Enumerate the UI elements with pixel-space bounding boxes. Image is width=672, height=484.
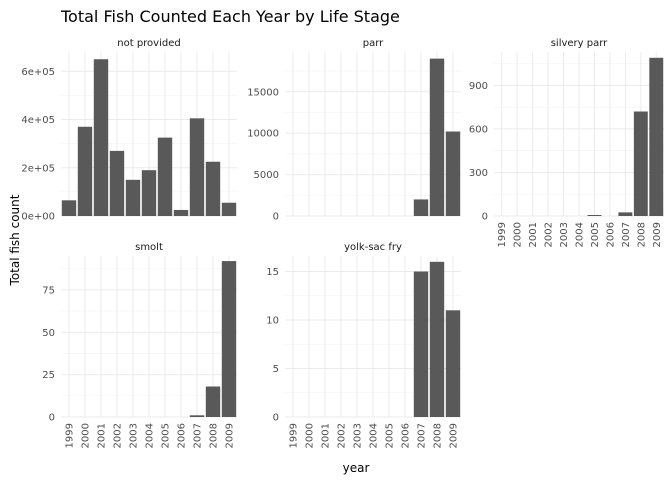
x-tick-label: 1999 (289, 423, 300, 448)
y-tick-label: 300 (469, 168, 488, 179)
x-tick-label: 2005 (385, 423, 396, 448)
x-tick-label: 1999 (497, 222, 508, 247)
x-tick-label: 2004 (145, 423, 156, 448)
x-tick-label: 2002 (337, 423, 348, 448)
facet-label-silvery-parr: silvery parr (551, 38, 608, 49)
bar-smolt-2007 (189, 415, 205, 417)
bar-yolk-sac-fry-2009 (445, 310, 461, 417)
x-tick-label: 2001 (321, 423, 332, 448)
facet-panels: not provided0e+002e+054e+056e+05parr0500… (21, 38, 664, 448)
x-tick-label: 2009 (225, 423, 236, 448)
x-tick-label: 2006 (177, 423, 188, 448)
x-tick-label: 1999 (65, 423, 76, 448)
y-tick-label: 10 (266, 316, 279, 327)
bar-parr-2007 (413, 199, 429, 216)
bar-silvery-parr-2008 (633, 111, 648, 216)
y-tick-label: 15 (266, 267, 279, 278)
y-tick-label: 50 (42, 328, 55, 339)
y-tick-label: 5000 (254, 170, 279, 181)
x-tick-label: 2007 (621, 222, 632, 247)
panel-smolt: smolt 0 25 50 75 1999 2000 2001 2002 2003 2004 2005… (42, 242, 237, 448)
bar-smolt-2009 (221, 261, 237, 417)
x-tick-label: 2003 (353, 423, 364, 448)
bar-not-provided-2004 (141, 170, 157, 216)
y-tick-label: 10000 (247, 129, 279, 140)
facet-label-smolt: smolt (135, 242, 163, 253)
x-tick-label: 2003 (559, 222, 570, 247)
bar-parr-2008 (429, 58, 445, 216)
x-tick-label: 2007 (417, 423, 428, 448)
x-tick-label: 2008 (209, 423, 220, 448)
x-tick-label: 2006 (605, 222, 616, 247)
bar-parr-2009 (445, 131, 461, 216)
y-tick-label: 4e+05 (21, 115, 55, 126)
bar-silvery-parr-2007 (618, 212, 633, 216)
y-tick-label: 5 (273, 364, 279, 375)
y-tick-label: 0e+00 (21, 212, 55, 223)
y-tick-label: 6e+05 (21, 67, 55, 78)
bar-not-provided-2000 (77, 126, 93, 216)
panel-silvery-parr: silvery parr 0 300 600 900 1999 2000 2001 2002 20… (469, 38, 664, 247)
x-tick-label: 2001 (97, 423, 108, 448)
y-tick-label: 600 (469, 124, 488, 135)
x-tick-label: 2002 (544, 222, 555, 247)
bar-yolk-sac-fry-2007 (413, 271, 429, 417)
bar-silvery-parr-2009 (649, 57, 664, 216)
bar-silvery-parr-2005 (587, 215, 602, 216)
y-tick-label: 0 (273, 413, 279, 424)
y-tick-label: 25 (42, 370, 55, 381)
x-tick-label: 2003 (129, 423, 140, 448)
panel-not-provided: not provided 0e+00 2e+05 4e+05 6e+05 (21, 38, 237, 223)
x-tick-label: 2009 (652, 222, 663, 247)
x-tick-label: 2008 (636, 222, 647, 247)
x-tick-label: 2000 (81, 423, 92, 448)
y-tick-label: 0 (49, 413, 55, 424)
x-tick-label: 2009 (449, 423, 460, 448)
bar-not-provided-2008 (205, 161, 221, 216)
facet-label-not-provided: not provided (117, 38, 180, 49)
y-tick-label: 75 (42, 285, 55, 296)
bar-not-provided-2007 (189, 118, 205, 216)
bar-yolk-sac-fry-2008 (429, 261, 445, 417)
y-tick-label: 0 (273, 212, 279, 223)
bar-not-provided-2009 (221, 202, 237, 216)
x-tick-label: 2005 (161, 423, 172, 448)
x-tick-label: 2001 (528, 222, 539, 247)
x-tick-label: 2006 (401, 423, 412, 448)
y-tick-label: 900 (469, 81, 488, 92)
x-tick-label: 2005 (590, 222, 601, 247)
y-tick-label: 15000 (247, 87, 279, 98)
panel-parr: parr 0 5000 10000 15000 (247, 38, 461, 223)
y-tick-label: 2e+05 (21, 163, 55, 174)
y-axis-label: Total fish count (8, 194, 22, 286)
x-tick-label: 2008 (433, 423, 444, 448)
x-tick-label: 2000 (305, 423, 316, 448)
x-tick-label: 2004 (575, 222, 586, 247)
x-tick-label: 2007 (193, 423, 204, 448)
x-tick-label: 2004 (369, 423, 380, 448)
bar-smolt-2008 (205, 386, 221, 417)
facet-label-yolk-sac-fry: yolk-sac fry (344, 242, 402, 253)
bar-not-provided-2002 (109, 150, 125, 216)
chart-title: Total Fish Counted Each Year by Life Sta… (60, 7, 400, 26)
bar-not-provided-2005 (157, 137, 173, 216)
y-tick-label: 0 (482, 212, 488, 223)
panel-yolk-sac-fry: yolk-sac fry 0 5 10 15 1999 2000 2001 2002 2003 20… (266, 242, 461, 448)
bar-not-provided-2001 (93, 59, 109, 217)
x-tick-label: 2000 (513, 222, 524, 247)
bar-not-provided-1999 (61, 200, 77, 216)
bar-not-provided-2003 (125, 179, 141, 216)
bar-not-provided-2006 (173, 209, 189, 216)
x-axis-label: year (343, 461, 370, 475)
facet-label-parr: parr (363, 38, 384, 49)
x-tick-label: 2002 (113, 423, 124, 448)
